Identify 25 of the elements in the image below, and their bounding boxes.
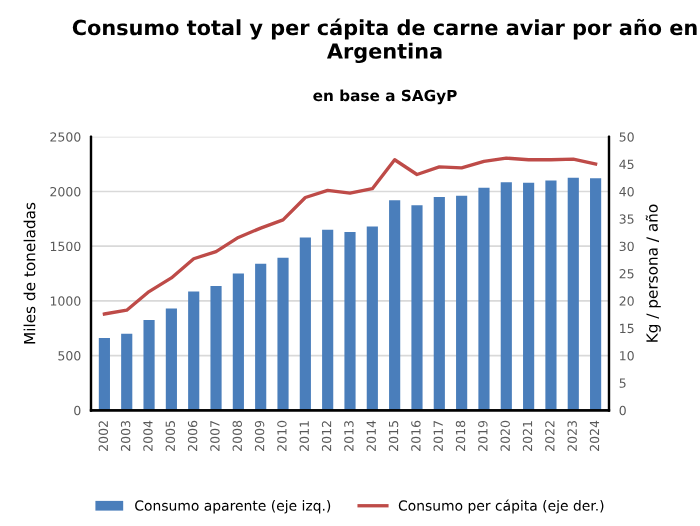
bar xyxy=(523,182,535,411)
bar xyxy=(433,196,445,411)
bar xyxy=(411,205,423,411)
bar xyxy=(277,257,289,411)
bar xyxy=(299,237,311,411)
bar xyxy=(143,320,155,411)
bar xyxy=(545,180,557,411)
line-series xyxy=(102,156,598,316)
bar xyxy=(344,231,356,411)
bar xyxy=(478,187,490,411)
bar xyxy=(165,308,177,411)
bar xyxy=(500,182,512,411)
bar xyxy=(366,226,378,411)
bar xyxy=(255,263,267,411)
bar xyxy=(188,291,200,411)
bar xyxy=(567,177,579,411)
bar xyxy=(232,273,244,411)
bar xyxy=(121,333,133,411)
bar xyxy=(456,195,468,411)
bar xyxy=(98,338,110,411)
chart-title: Consumo total y per cápita de carne aviar por año en Argentina xyxy=(72,18,697,64)
bar xyxy=(322,229,334,411)
bar xyxy=(389,200,401,411)
bar xyxy=(210,286,222,411)
bar xyxy=(590,178,602,411)
